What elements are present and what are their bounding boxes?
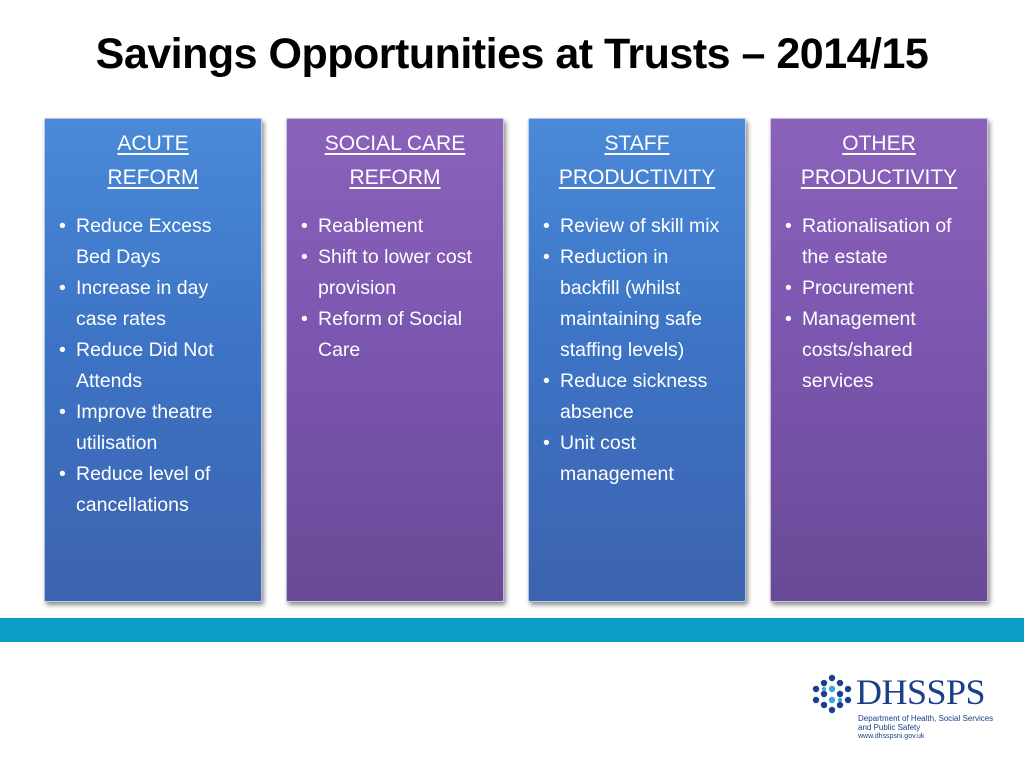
list-item-text: Rationalisation of the estate <box>802 215 952 268</box>
list-item: • Management costs/shared services <box>783 304 975 397</box>
list-item: • Procurement <box>783 273 975 304</box>
list-item: • Reduce level of cancellations <box>57 459 249 521</box>
panel-staff-productivity: STAFF PRODUCTIVITY • Review of skill mix … <box>528 118 746 602</box>
logo-url: www.dhsspsni.gov.uk <box>858 733 925 740</box>
list-item-text: Procurement <box>802 277 914 299</box>
panel-heading-line1: STAFF <box>604 132 670 155</box>
panel-heading-line2: PRODUCTIVITY <box>800 166 958 189</box>
list-item: • Review of skill mix <box>541 211 733 242</box>
panel-heading: SOCIAL CARE REFORM <box>299 127 491 195</box>
list-item: • Reduce Excess Bed Days <box>57 211 249 273</box>
logo-subtitle: Department of Health, Social Services an… <box>858 714 994 732</box>
list-item-text: Reduction in backfill (whilst maintainin… <box>560 246 703 361</box>
list-item-text: Management costs/shared services <box>802 308 916 392</box>
panel-bullet-list: • Rationalisation of the estate • Procurem… <box>783 211 975 397</box>
footer-divider-bar <box>0 618 1024 642</box>
bullet-icon: • <box>785 277 792 299</box>
list-item-text: Unit cost management <box>560 432 674 485</box>
panel-heading-line1: SOCIAL CARE <box>324 132 466 155</box>
panel-heading: ACUTE REFORM <box>57 127 249 195</box>
list-item: • Rationalisation of the estate <box>783 211 975 273</box>
panel-social-care-reform: SOCIAL CARE REFORM • Reablement • Shift to… <box>286 118 504 602</box>
list-item-text: Reduce Excess Bed Days <box>76 215 212 268</box>
list-item: • Reduce sickness absence <box>541 366 733 428</box>
dhssps-logo: DHSSPS Department of Health, Social Serv… <box>812 670 1002 750</box>
list-item-text: Reablement <box>318 215 424 237</box>
list-item-text: Improve theatre utilisation <box>76 401 213 454</box>
panel-heading-line1: OTHER <box>842 132 916 155</box>
bullet-icon: • <box>59 401 66 423</box>
list-item-text: Increase in day case rates <box>76 277 209 330</box>
panel-bullet-list: • Reablement • Shift to lower cost provisi… <box>299 211 491 366</box>
bullet-icon: • <box>785 308 792 330</box>
bullet-icon: • <box>543 215 550 237</box>
bullet-icon: • <box>785 215 792 237</box>
bullet-icon: • <box>301 308 308 330</box>
panel-heading-line1: ACUTE <box>117 132 189 155</box>
panel-bullet-list: • Review of skill mix • Reduction in backf… <box>541 211 733 490</box>
list-item-text: Shift to lower cost provision <box>318 246 472 299</box>
list-item: • Reform of Social Care <box>299 304 491 366</box>
panel-heading: STAFF PRODUCTIVITY <box>541 127 733 195</box>
list-item-text: Reduce sickness absence <box>560 370 708 423</box>
list-item: • Reduction in backfill (whilst maintaini… <box>541 242 733 366</box>
bullet-icon: • <box>59 463 66 485</box>
bullet-icon: • <box>59 215 66 237</box>
bullet-icon: • <box>301 246 308 268</box>
list-item: • Increase in day case rates <box>57 273 249 335</box>
bullet-icon: • <box>543 432 550 454</box>
list-item-text: Reduce level of cancellations <box>76 463 211 516</box>
list-item: • Improve theatre utilisation <box>57 397 249 459</box>
bullet-icon: • <box>59 277 66 299</box>
bullet-icon: • <box>543 370 550 392</box>
panel-heading-line2: REFORM <box>349 166 441 189</box>
panel-heading-line2: REFORM <box>107 166 199 189</box>
list-item: • Unit cost management <box>541 428 733 490</box>
hexagon-cluster-icon <box>812 674 852 714</box>
list-item: • Reduce Did Not Attends <box>57 335 249 397</box>
panel-heading-line2: PRODUCTIVITY <box>558 166 716 189</box>
bullet-icon: • <box>59 339 66 361</box>
list-item-text: Review of skill mix <box>560 215 720 237</box>
panel-other-productivity: OTHER PRODUCTIVITY • Rationalisation of t… <box>770 118 988 602</box>
slide-title: Savings Opportunities at Trusts – 2014/1… <box>95 30 929 78</box>
bullet-icon: • <box>543 246 550 268</box>
bullet-icon: • <box>301 215 308 237</box>
panel-bullet-list: • Reduce Excess Bed Days • Increase in day… <box>57 211 249 521</box>
list-item: • Reablement <box>299 211 491 242</box>
panel-heading: OTHER PRODUCTIVITY <box>783 127 975 195</box>
list-item-text: Reduce Did Not Attends <box>76 339 214 392</box>
logo-wordmark: DHSSPS <box>856 672 986 712</box>
list-item: • Shift to lower cost provision <box>299 242 491 304</box>
panel-acute-reform: ACUTE REFORM • Reduce Excess Bed Days • In… <box>44 118 262 602</box>
list-item-text: Reform of Social Care <box>318 308 463 361</box>
